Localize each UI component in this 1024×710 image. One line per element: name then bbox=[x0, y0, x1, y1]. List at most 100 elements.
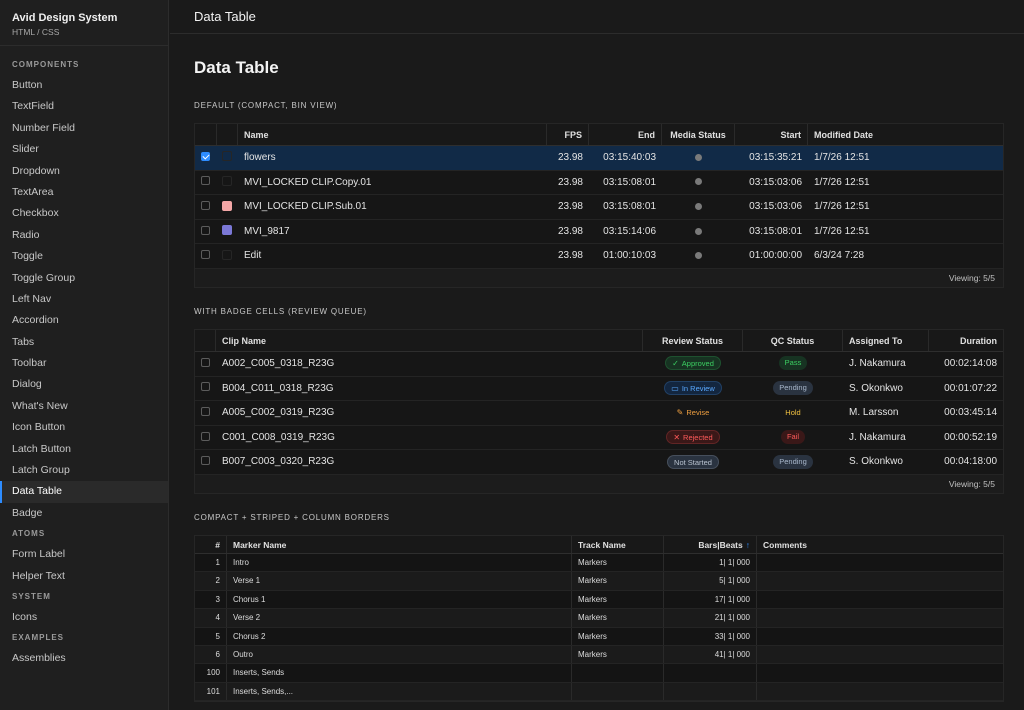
review-status-badge: Not Started bbox=[667, 454, 719, 469]
header-assigned-to[interactable]: Assigned To bbox=[843, 330, 929, 351]
sidebar-item-toggle-group[interactable]: Toggle Group bbox=[12, 271, 76, 284]
sidebar-item-checkbox[interactable]: Checkbox bbox=[12, 207, 59, 220]
sidebar-item-radio[interactable]: Radio bbox=[12, 228, 40, 241]
table-row[interactable]: 1 Intro Markers 1| 1| 000 bbox=[195, 554, 1003, 573]
header-bars-beats[interactable]: Bars|Beats ↑ bbox=[664, 536, 757, 553]
header-track-name[interactable]: Track Name bbox=[572, 536, 664, 553]
header-duration[interactable]: Duration bbox=[960, 336, 997, 346]
sidebar-item-helper-text[interactable]: Helper Text bbox=[12, 569, 65, 582]
table-row[interactable]: C001_C008_0319_R23G ✕ Rejected Fail J. Nakam… bbox=[195, 425, 1003, 451]
row-checkbox[interactable] bbox=[201, 250, 210, 260]
topbar-title: Data Table bbox=[170, 0, 1024, 34]
cell-track-name: Markers bbox=[572, 572, 664, 590]
review-status-label: Rejected bbox=[683, 433, 713, 443]
cell-fps: 23.98 bbox=[557, 201, 583, 213]
table-row[interactable]: MVI_LOCKED CLIP.Copy.01 23.98 03:15:08:01 0… bbox=[195, 170, 1003, 196]
header-name[interactable]: Name bbox=[238, 124, 547, 145]
cell-bars-beats: 1| 1| 000 bbox=[664, 554, 757, 572]
table-row[interactable]: 5 Chorus 2 Markers 33| 1| 000 bbox=[195, 627, 1003, 646]
row-checkbox[interactable] bbox=[201, 431, 210, 441]
sidebar-item-data-table[interactable]: Data Table bbox=[0, 481, 168, 503]
header-end[interactable]: End bbox=[589, 124, 662, 145]
cell-start: 03:15:35:21 bbox=[749, 152, 802, 163]
sidebar-item-accordion[interactable]: Accordion bbox=[12, 314, 59, 327]
cell-fps: 23.98 bbox=[557, 152, 583, 163]
sidebar: Avid Design System HTML / CSS COMPONENTS… bbox=[0, 0, 169, 710]
cell-duration: 00:01:07:22 bbox=[944, 382, 997, 394]
sidebar-item-latch-group[interactable]: Latch Group bbox=[12, 464, 70, 477]
sidebar-item-icons[interactable]: Icons bbox=[12, 610, 38, 623]
cell-bars-beats: 21| 1| 000 bbox=[664, 609, 757, 627]
cell-track-name: Markers bbox=[572, 645, 664, 664]
sidebar-item-what-s-new[interactable]: What's New bbox=[12, 399, 68, 412]
table-row[interactable]: 4 Verse 2 Markers 21| 1| 000 bbox=[195, 609, 1003, 628]
header-marker-name[interactable]: Marker Name bbox=[227, 536, 572, 553]
sidebar-item-latch-button[interactable]: Latch Button bbox=[12, 442, 71, 455]
table-row[interactable]: 100 Inserts, Sends bbox=[195, 664, 1003, 683]
table-row[interactable]: 101 Inserts, Sends,... bbox=[195, 682, 1003, 702]
row-checkbox[interactable] bbox=[201, 225, 210, 235]
sidebar-item-left-nav[interactable]: Left Nav bbox=[12, 292, 52, 305]
table-row[interactable]: B007_C003_0320_R23G Not Started Pending S. … bbox=[195, 450, 1003, 475]
table-row[interactable]: 3 Chorus 1 Markers 17| 1| 000 bbox=[195, 590, 1003, 610]
cell-start: 03:15:03:06 bbox=[749, 176, 802, 188]
sidebar-item-assemblies[interactable]: Assemblies bbox=[12, 652, 66, 665]
row-checkbox[interactable] bbox=[201, 456, 210, 466]
cell-review-status: ▭ In Review bbox=[643, 377, 743, 401]
nav-section-label: SYSTEM bbox=[12, 591, 51, 601]
table-row[interactable]: 6 Outro Markers 41| 1| 000 bbox=[195, 645, 1003, 665]
sidebar-item-dialog[interactable]: Dialog bbox=[12, 378, 42, 391]
row-check-cell bbox=[195, 171, 217, 195]
sidebar-item-dropdown[interactable]: Dropdown bbox=[12, 164, 60, 177]
cell-start: 03:15:03:06 bbox=[749, 201, 802, 213]
cell-duration: 00:04:18:00 bbox=[944, 456, 997, 468]
sidebar-item-icon-button[interactable]: Icon Button bbox=[12, 421, 66, 434]
table-row[interactable]: Edit 23.98 01:00:10:03 01:00:00:00 6/3/24 7:… bbox=[195, 244, 1003, 269]
table-row[interactable]: A005_C002_0319_R23G ✎ Revise Hold M. Larsson… bbox=[195, 401, 1003, 426]
header-start[interactable]: Start bbox=[735, 124, 808, 145]
row-checkbox[interactable] bbox=[201, 407, 210, 417]
row-checkbox[interactable] bbox=[201, 176, 210, 186]
table3-label: COMPACT + STRIPED + COLUMN BORDERS bbox=[194, 513, 390, 522]
bin-table: Name FPS End Media Status Start Modified… bbox=[194, 123, 1004, 288]
sidebar-item-number-field[interactable]: Number Field bbox=[12, 121, 76, 134]
header-fps[interactable]: FPS bbox=[547, 124, 589, 145]
header-comments[interactable]: Comments bbox=[763, 540, 807, 550]
header-number[interactable]: # bbox=[195, 536, 227, 553]
sort-ascending-icon[interactable]: ↑ bbox=[745, 540, 750, 550]
table-row[interactable]: flowers 23.98 03:15:40:03 03:15:35:21 1/7/26… bbox=[195, 146, 1003, 171]
sidebar-item-button[interactable]: Button bbox=[12, 79, 43, 91]
cell-qc-status: Pass bbox=[743, 352, 843, 376]
sidebar-item-toolbar[interactable]: Toolbar bbox=[12, 357, 47, 370]
sidebar-item-textarea[interactable]: TextArea bbox=[12, 185, 54, 198]
table-row[interactable]: 2 Verse 1 Markers 5| 1| 000 bbox=[195, 572, 1003, 591]
cell-bars-beats: 17| 1| 000 bbox=[664, 590, 757, 609]
table-row[interactable]: B004_C011_0318_R23G ▭ In Review Pending S. O… bbox=[195, 376, 1003, 402]
cell-duration: 00:00:52:19 bbox=[944, 431, 997, 443]
cell-modified-date: 1/7/26 12:51 bbox=[814, 201, 870, 213]
header-modified-date[interactable]: Modified Date bbox=[814, 130, 874, 140]
row-checkbox[interactable] bbox=[201, 357, 210, 367]
header-review-status[interactable]: Review Status bbox=[643, 330, 743, 351]
cell-marker-name: Chorus 2 bbox=[227, 627, 572, 645]
table-row[interactable]: A002_C005_0318_R23G ✓ Approved Pass J. Nakam… bbox=[195, 352, 1003, 377]
table-row[interactable]: MVI_LOCKED CLIP.Sub.01 23.98 03:15:08:01 03… bbox=[195, 195, 1003, 220]
header-media-status[interactable]: Media Status bbox=[662, 124, 735, 145]
sidebar-item-tabs[interactable]: Tabs bbox=[12, 335, 35, 348]
row-checkbox[interactable] bbox=[201, 201, 210, 211]
review-table-header: Clip Name Review Status QC Status Assign… bbox=[195, 330, 1003, 352]
sidebar-item-form-label[interactable]: Form Label bbox=[12, 548, 66, 561]
sidebar-item-toggle[interactable]: Toggle bbox=[12, 250, 43, 263]
cell-modified-date: 1/7/26 12:51 bbox=[814, 176, 870, 188]
sidebar-item-slider[interactable]: Slider bbox=[12, 143, 39, 156]
row-checkbox[interactable] bbox=[201, 151, 210, 161]
sidebar-item-badge[interactable]: Badge bbox=[12, 506, 43, 519]
table2-label: WITH BADGE CELLS (REVIEW QUEUE) bbox=[194, 307, 367, 316]
row-checkbox[interactable] bbox=[201, 382, 210, 392]
header-qc-status[interactable]: QC Status bbox=[743, 330, 843, 351]
row-check-cell bbox=[195, 146, 217, 170]
table-row[interactable]: MVI_9817 23.98 03:15:14:06 03:15:08:01 1/7/2… bbox=[195, 219, 1003, 245]
header-clip-name[interactable]: Clip Name bbox=[216, 330, 643, 351]
cell-review-status: ✕ Rejected bbox=[643, 426, 743, 450]
sidebar-item-textfield[interactable]: TextField bbox=[12, 100, 55, 113]
